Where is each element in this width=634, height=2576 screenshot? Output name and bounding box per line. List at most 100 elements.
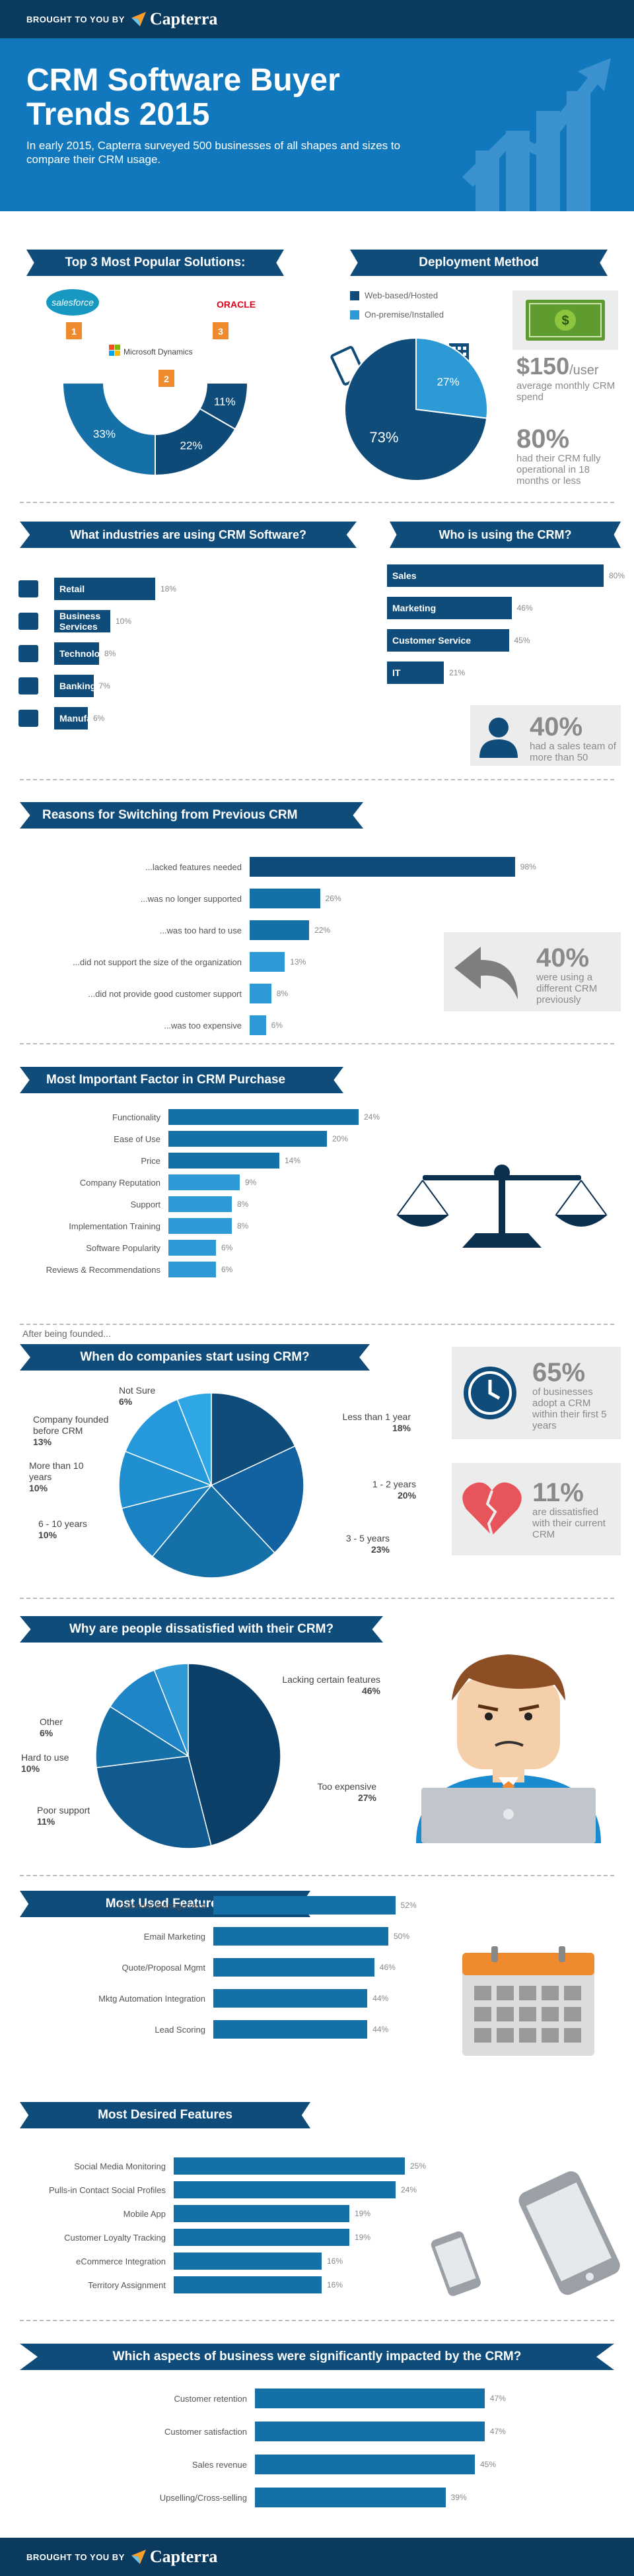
why-slice xyxy=(188,1663,281,1847)
reasons-bar xyxy=(250,984,271,1003)
divider xyxy=(20,1875,614,1876)
divider xyxy=(20,1324,614,1325)
factor-bar xyxy=(168,1262,216,1277)
industry-icon xyxy=(18,613,38,630)
legend-web: Web-based/Hosted xyxy=(350,290,444,300)
desired-bar xyxy=(174,2181,396,2198)
rank-badges: 1 2 3 xyxy=(66,322,229,387)
capterra-logo-text: Capterra xyxy=(149,2547,218,2566)
industries-value: 8% xyxy=(104,649,116,658)
when-slice xyxy=(124,1398,213,1487)
legend-swatch xyxy=(350,310,359,320)
reasons-label: ...was too expensive xyxy=(164,1020,242,1031)
used-title: Most Used Features xyxy=(105,1897,225,1911)
used-value: 44% xyxy=(372,1994,389,2003)
when-slice xyxy=(121,1484,213,1557)
reasons-value: 13% xyxy=(290,957,306,966)
industries-bar: Retail xyxy=(54,578,155,600)
industries-title: What industries are using CRM Software? xyxy=(69,527,307,541)
factor-value: 14% xyxy=(285,1156,301,1165)
calendar-cell xyxy=(474,2007,491,2021)
when-slice xyxy=(211,1392,296,1487)
divider xyxy=(20,502,614,503)
money-box: $ xyxy=(512,290,618,350)
used-value: 46% xyxy=(379,1963,396,1972)
divider xyxy=(20,1043,614,1044)
why-slice xyxy=(96,1755,212,1849)
deployment-slice xyxy=(415,337,488,419)
industries-bar: Business Services xyxy=(54,610,110,632)
when-title: When do companies start using CRM? xyxy=(80,1350,310,1364)
factor-label: Support xyxy=(130,1199,160,1209)
ops-desc: had their CRM fully operational in 18 mo… xyxy=(516,453,601,487)
spend-value: $150 xyxy=(516,353,570,380)
when-label-1to2: 1 - 2 years 20% xyxy=(372,1479,416,1501)
calendar-cell xyxy=(519,2007,536,2021)
reasons-value: 6% xyxy=(271,1021,283,1030)
why-label-hard: Hard to use 10% xyxy=(21,1752,69,1774)
desired-value: 25% xyxy=(410,2161,427,2171)
header: CRM Software Buyer Trends 2015 In early … xyxy=(0,38,634,211)
desired-bar xyxy=(174,2276,322,2293)
desired-bar xyxy=(174,2205,349,2222)
industry-icon xyxy=(18,710,38,727)
when-label-3to5: 3 - 5 years 23% xyxy=(345,1533,390,1555)
legend-swatch xyxy=(350,290,359,300)
reasons-label: ...did not support the size of the organ… xyxy=(73,957,242,967)
used-bar xyxy=(213,1927,388,1946)
capterra-logo[interactable]: Capterra xyxy=(131,2547,218,2567)
industry-icon xyxy=(18,645,38,662)
impact-bar xyxy=(255,2488,446,2507)
top-brand-bar: BROUGHT TO YOU BY Capterra xyxy=(0,0,634,38)
adopt-value: 65% xyxy=(532,1358,586,1387)
used-value: 44% xyxy=(372,2025,389,2034)
who-bar: Marketing xyxy=(387,597,512,619)
brought-by-label: BROUGHT TO YOU BY xyxy=(26,2552,125,2562)
industries-value: 6% xyxy=(93,714,105,723)
industries-bar: Banking/Finance xyxy=(54,675,133,697)
industry-icon xyxy=(18,580,38,597)
industries-bar: Manufacturing xyxy=(54,707,123,729)
capterra-logo[interactable]: Capterra xyxy=(131,9,217,29)
who-bar: Customer Service xyxy=(387,629,509,652)
reasons-value: 26% xyxy=(325,894,341,903)
industries-value: 7% xyxy=(98,681,110,691)
page-title: CRM Software Buyer Trends 2015 xyxy=(26,63,340,132)
who-value: 46% xyxy=(516,603,533,613)
oracle-logo: ORACLE xyxy=(217,299,256,310)
when-banner: When do companies start using CRM? xyxy=(20,1344,370,1371)
reasons-title: Reasons for Switching from Previous CRM xyxy=(42,808,298,822)
dissat-stat: 11% are dissatisfied with their current … xyxy=(532,1479,616,1540)
used-bar xyxy=(213,1958,374,1977)
desired-bar xyxy=(174,2253,322,2270)
frustrated-man-icon xyxy=(416,1654,601,1843)
calendar-cell xyxy=(474,2028,491,2043)
legend-web-label: Web-based/Hosted xyxy=(365,290,439,300)
mobile-devices-icon xyxy=(431,2171,620,2296)
industries-value: 18% xyxy=(160,584,177,593)
person-icon xyxy=(479,718,518,758)
why-title: Why are people dissatisfied with their C… xyxy=(69,1622,334,1636)
used-value: 50% xyxy=(394,1932,410,1941)
calendar-cell xyxy=(542,1986,559,2000)
when-label-gt10: More than 10 years 10% xyxy=(29,1460,84,1493)
divider xyxy=(20,2320,614,2321)
salesforce-logo: salesforce xyxy=(46,289,99,316)
why-slice xyxy=(95,1705,190,1769)
divider xyxy=(20,1598,614,1599)
used-bar xyxy=(213,1896,396,1915)
why-slice xyxy=(109,1669,190,1757)
calendar-cell xyxy=(497,2028,514,2043)
used-label: Email Marketing xyxy=(143,1931,205,1942)
desired-label: Territory Assignment xyxy=(88,2280,166,2290)
spend-unit: /user xyxy=(569,363,599,378)
factor-label: Company Reputation xyxy=(79,1177,160,1188)
calendar-cell xyxy=(497,2007,514,2021)
industries-value: 10% xyxy=(116,617,132,626)
impact-label: Sales revenue xyxy=(192,2459,247,2470)
industries-banner: What industries are using CRM Software? xyxy=(20,522,357,548)
reasons-value: 22% xyxy=(314,926,331,935)
reasons-label: ...did not provide good customer support xyxy=(88,988,242,999)
desired-label: Pulls-in Contact Social Profiles xyxy=(48,2185,166,2195)
when-chart xyxy=(118,1392,304,1578)
